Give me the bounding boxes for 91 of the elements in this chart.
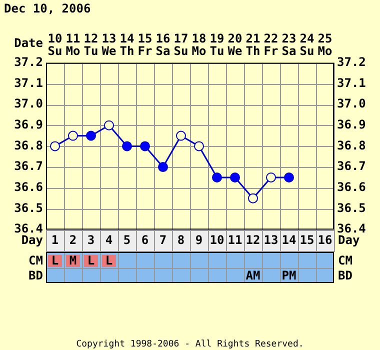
y2-tick-label: 37.1 [337,76,366,90]
y2-tick-label: 37.2 [337,54,366,69]
y2-tick-label: BD [338,268,352,283]
point [230,172,240,182]
y2-tick-label: 36.7 [337,159,366,174]
point [104,120,114,130]
x2-tick-label: 24 [300,32,314,46]
x-tick-label: 10 [210,232,224,247]
y2-tick-label: 37.0 [337,96,366,111]
x-tick-label: 16 [318,232,332,247]
x-tick-label: 7 [159,232,167,247]
x2-tick-label: 20 [228,32,242,46]
x-tick-label: 15 [300,232,314,247]
y-tick-label: BD [28,268,43,283]
y-tick-label: 36.6 [14,180,43,194]
x-tick-label: 9 [195,232,203,247]
point [284,172,294,182]
text: L [105,254,113,268]
y-tick-label: 36.8 [14,138,43,152]
x2-tick-label: 14 [120,32,134,46]
text: Mo [66,44,80,58]
x2-tick-label: 23 [282,32,296,46]
x2-tick-label: 17 [174,32,188,46]
y2-tick-label: CM [338,254,352,268]
x-tick-label: 5 [123,232,131,247]
x-tick-label: 6 [141,232,149,247]
y2-tick-label: 36.9 [337,117,366,132]
text: Fr [264,44,278,58]
text: Mo [318,44,332,58]
y2-tick-label: 36.5 [337,200,366,215]
x-tick-label: 2 [69,232,77,247]
x-tick-label: 4 [105,232,113,247]
y-tick-label: 36.5 [14,200,43,215]
point [158,162,168,172]
text: Th [120,44,134,58]
x2-tick-label: 16 [156,32,170,46]
text: Tu [84,44,98,58]
text: Sa [282,44,296,58]
point [212,172,222,182]
text: L [87,254,95,268]
text: We [228,44,242,58]
x2-tick-label: 13 [102,32,116,46]
point [176,130,186,141]
text: Th [246,44,260,58]
x-tick-label: 1 [51,232,59,247]
point [122,141,132,152]
text: Copyright 1998-2006 - All Rights Reserved. [76,339,304,350]
point [266,172,276,182]
x2-tick-label: 21 [246,32,260,46]
text: L [51,254,59,268]
y-tick-label: 37.1 [14,76,43,90]
x-tick-label: 11 [228,232,242,247]
text: Su [300,44,314,58]
y-tick-label: 36.9 [14,117,43,132]
x-tick-label: 14 [282,232,296,247]
x2-tick-label: 12 [84,32,98,46]
x-tick-label: 13 [264,232,278,247]
text: We [102,44,116,58]
point [248,193,258,204]
y-tick-label: 37.0 [14,96,43,111]
point [194,141,204,152]
x2-tick-label: 22 [264,32,278,46]
text: Mo [192,44,206,58]
x2-tick-label: 25 [318,32,332,46]
y-tick-label: CM [28,254,43,268]
text: Su [48,44,62,58]
text: Su [174,44,188,58]
x2-tick-label: 11 [66,32,80,46]
text: AM [246,268,260,283]
text: PM [282,268,296,283]
y2-tick-label: 36.8 [337,138,366,152]
text: Tu [210,44,224,58]
x2-tick-label: 19 [210,32,224,46]
x2-tick-label: 10 [48,32,62,46]
x-tick-label: 12 [246,232,260,247]
point [140,141,150,152]
text: Fr [138,44,152,58]
y2-tick-label: 36.6 [337,180,366,194]
x-tick-label: 8 [177,232,185,247]
text: M [69,254,77,268]
text: Sa [156,44,170,58]
y-tick-label: 37.2 [14,54,43,69]
point [68,130,78,141]
x2-axis-title: Date [14,36,43,50]
chart-title: Dec 10, 2006 [4,1,91,16]
x2-tick-label: 18 [192,32,206,46]
x-tick-label: 3 [87,232,95,247]
point [50,141,60,152]
y-tick-label: 36.7 [14,159,43,174]
point [86,130,96,141]
x2-tick-label: 15 [138,32,152,46]
